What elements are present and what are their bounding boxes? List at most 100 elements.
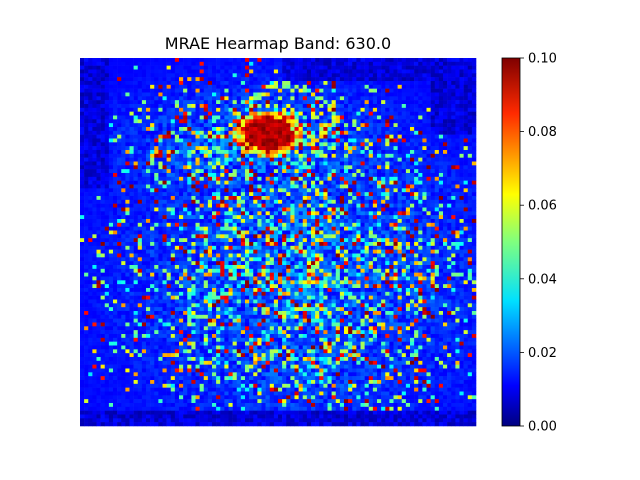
heatmap-cell (108, 61, 114, 66)
heatmap-cell (92, 188, 97, 193)
heatmap-cell (232, 230, 238, 235)
heatmap-cell (463, 184, 469, 189)
heatmap-cell (430, 230, 436, 235)
heatmap-cell (195, 107, 200, 112)
heatmap-cell (339, 73, 345, 78)
heatmap-cell (137, 184, 143, 189)
heatmap-cell (278, 104, 283, 109)
heatmap-cell (443, 203, 448, 208)
heatmap-cell (356, 107, 361, 112)
heatmap-cell (393, 165, 398, 170)
heatmap-cell (360, 242, 365, 247)
heatmap-cell (422, 138, 427, 143)
heatmap-cell (129, 77, 134, 82)
heatmap-cell (100, 138, 106, 143)
heatmap-cell (294, 77, 299, 82)
heatmap-cell (352, 207, 357, 212)
heatmap-cell (249, 69, 254, 74)
heatmap-cell (426, 138, 431, 143)
heatmap-cell (414, 219, 419, 224)
heatmap-cell (191, 111, 196, 116)
heatmap-cell (125, 107, 130, 112)
heatmap-cell (100, 249, 106, 254)
heatmap-cell (220, 219, 225, 224)
heatmap-cell (381, 104, 386, 109)
heatmap-cell (426, 77, 431, 82)
heatmap-cell (125, 58, 130, 63)
heatmap-cell (368, 123, 374, 128)
heatmap-cell (443, 58, 448, 63)
heatmap-cell (117, 130, 122, 135)
heatmap-cell (108, 192, 114, 197)
heatmap-cell (129, 207, 134, 212)
heatmap-cell (220, 157, 225, 162)
heatmap-cell (447, 100, 452, 105)
heatmap-cell (212, 58, 217, 63)
heatmap-cell (125, 153, 130, 158)
heatmap-cell (352, 173, 357, 178)
heatmap-cell (261, 226, 266, 231)
heatmap-cell (306, 107, 312, 112)
heatmap-cell (158, 58, 163, 63)
heatmap-cell (368, 81, 374, 86)
heatmap-cell (129, 165, 134, 170)
heatmap-cell (471, 184, 477, 189)
heatmap-cell (389, 226, 394, 231)
heatmap-cell (364, 58, 370, 63)
heatmap-cell (319, 142, 324, 147)
heatmap-cell (364, 111, 370, 116)
heatmap-cell (212, 104, 217, 109)
heatmap-cell (203, 77, 209, 82)
heatmap-cell (80, 161, 85, 166)
heatmap-cell (311, 92, 316, 97)
heatmap-cell (133, 65, 139, 70)
heatmap-cell (216, 192, 221, 197)
heatmap-cell (154, 84, 159, 89)
heatmap-cell (278, 134, 283, 139)
heatmap-cell (443, 61, 448, 66)
heatmap-cell (228, 242, 233, 247)
heatmap-cell (179, 249, 184, 254)
heatmap-cell (249, 81, 254, 86)
heatmap-cell (228, 130, 233, 135)
heatmap-cell (108, 219, 114, 224)
heatmap-cell (306, 134, 312, 139)
heatmap-cell (261, 230, 266, 235)
heatmap-cell (232, 219, 238, 224)
heatmap-cell (150, 150, 155, 155)
heatmap-cell (430, 249, 436, 254)
heatmap-cell (88, 215, 93, 220)
heatmap-cell (385, 84, 390, 89)
heatmap-cell (426, 173, 431, 178)
heatmap-cell (240, 249, 246, 254)
heatmap-cell (269, 249, 275, 254)
heatmap-cell (166, 107, 172, 112)
heatmap-cell (298, 234, 304, 239)
heatmap-cell (179, 207, 184, 212)
heatmap-cell (108, 107, 114, 112)
heatmap-cell (273, 107, 279, 112)
heatmap-cell (273, 104, 279, 109)
heatmap-cell (84, 153, 89, 158)
heatmap-cell (183, 100, 188, 105)
heatmap-cell (191, 81, 196, 86)
heatmap-cell (377, 219, 382, 224)
heatmap-cell (306, 173, 312, 178)
heatmap-cell (224, 58, 229, 63)
heatmap-cell (286, 211, 291, 216)
heatmap-cell (323, 115, 328, 120)
heatmap-cell (257, 242, 262, 247)
heatmap-cell (459, 165, 464, 170)
heatmap-cell (141, 73, 147, 78)
heatmap-cell (426, 65, 431, 70)
heatmap-cell (199, 111, 205, 116)
heatmap-cell (319, 199, 324, 204)
heatmap-cell (352, 123, 357, 128)
heatmap-cell (265, 58, 271, 63)
heatmap-cell (88, 61, 93, 66)
heatmap-cell (232, 111, 238, 116)
heatmap-cell (203, 253, 209, 258)
heatmap-cell (146, 127, 151, 132)
heatmap-cell (385, 222, 390, 227)
heatmap-cell (117, 242, 122, 247)
